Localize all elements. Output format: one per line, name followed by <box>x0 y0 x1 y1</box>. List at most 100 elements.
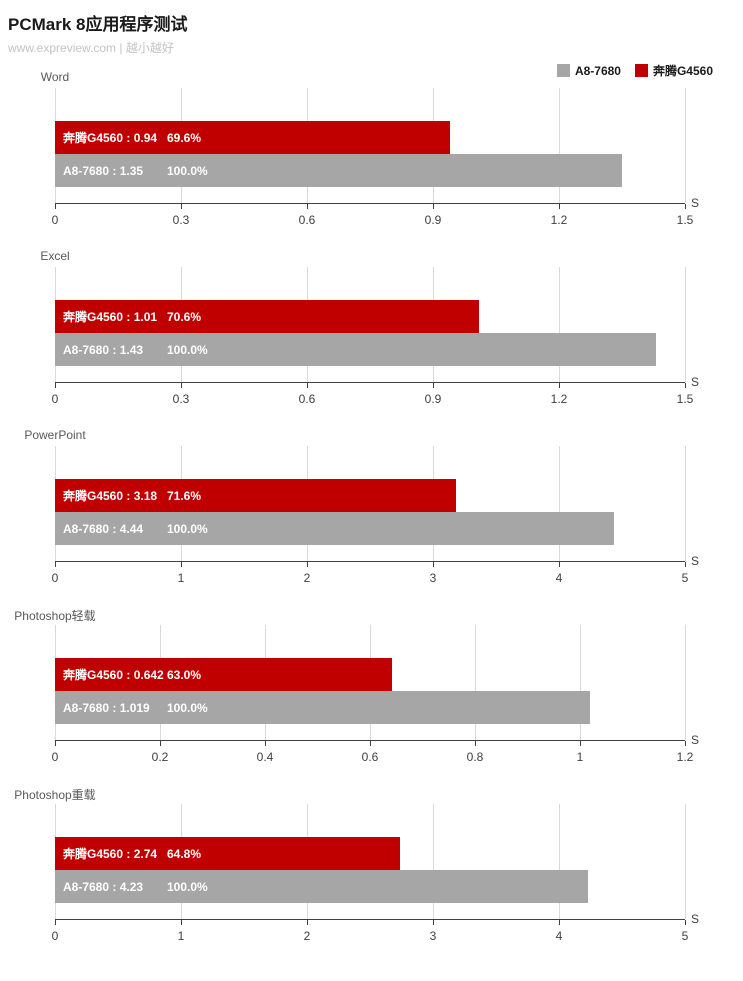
tick-label: 5 <box>681 929 689 943</box>
tick-label: 0 <box>51 750 59 764</box>
tick-label: 2 <box>303 571 311 585</box>
bar-series-2: A8-7680 : 4.44 100.0% <box>55 512 615 545</box>
tick-label: 0.4 <box>256 750 274 764</box>
tick-label: 4 <box>555 929 563 943</box>
axis-unit-label: S <box>691 733 700 747</box>
axis-unit-label: S <box>691 554 700 568</box>
page-subtitle: www.expreview.com | 越小越好 <box>8 41 174 55</box>
bar-series-1: 奔腾G4560 : 3.18 71.6% <box>55 479 456 512</box>
axis-tick <box>370 741 371 746</box>
bar-series-1: 奔腾G4560 : 1.01 70.6% <box>55 300 480 333</box>
axis-tick <box>307 204 308 209</box>
tick-label: 2 <box>303 929 311 943</box>
panel-title: PowerPoint <box>0 428 743 444</box>
tick-label: 0.3 <box>172 392 190 406</box>
bar-series-2: A8-7680 : 1.019 100.0% <box>55 691 590 724</box>
panel-title: Photoshop轻载 <box>0 607 743 623</box>
tick-label: 0.6 <box>361 750 379 764</box>
charts-container: Word 奔腾G4560 : 0.94 69.6% A8-7680 : 1.35 100… <box>0 70 743 944</box>
legend-color-swatch <box>634 64 648 77</box>
panel-title-text: Photoshop重载 <box>14 788 96 802</box>
page-header: PCMark 8应用程序测试 www.expreview.com | 越小越好 <box>0 0 743 56</box>
bar-series-1: 奔腾G4560 : 0.642 63.0% <box>55 658 393 691</box>
legend-label: A8-7680 <box>574 63 621 78</box>
axis-tick <box>559 920 560 925</box>
bar-series-1: 奔腾G4560 : 2.74 64.8% <box>55 837 401 870</box>
tick-label: 1.5 <box>676 213 694 227</box>
tick-label: 0 <box>51 392 59 406</box>
gridline <box>559 267 560 382</box>
tick-label: 0 <box>51 213 59 227</box>
chart-panel-3: PowerPoint 奔腾G4560 : 3.18 71.6% A8-7680 : 4… <box>0 428 743 586</box>
bar-label: A8-7680 : 4.23 <box>63 879 144 894</box>
chart-panel-1: Word 奔腾G4560 : 0.94 69.6% A8-7680 : 1.35 100… <box>0 70 743 228</box>
axis-tick <box>55 562 56 567</box>
bar-label: A8-7680 : 4.44 <box>63 521 144 536</box>
axis-tick <box>307 562 308 567</box>
axis-tick <box>55 204 56 209</box>
bar-label: 奔腾G4560 : 2.74 <box>63 847 158 861</box>
tick-label: 5 <box>681 571 689 585</box>
panel-title-text: Excel <box>40 249 70 263</box>
plot-area: 奔腾G4560 : 3.18 71.6% A8-7680 : 4.44 100.0% S <box>55 446 699 568</box>
panel-title-text: PowerPoint <box>24 428 86 442</box>
gridline <box>685 625 686 740</box>
bar-label: A8-7680 : 1.43 <box>63 342 144 357</box>
axis-tick <box>685 920 686 925</box>
bar-percent: 100.0% <box>167 879 208 894</box>
bar-percent: 70.6% <box>167 309 202 324</box>
legend-item-1: A8-7680 <box>556 63 621 78</box>
axis-tick <box>181 920 182 925</box>
axis-tick-labels: 0 0.2 0.4 0.6 0.8 1 1.2 <box>51 741 694 765</box>
bar-series-2: A8-7680 : 4.23 100.0% <box>55 870 588 903</box>
bar-percent: 100.0% <box>167 521 208 536</box>
bar-series-1: 奔腾G4560 : 0.94 69.6% <box>55 121 450 154</box>
bar-percent: 69.6% <box>167 130 202 145</box>
axis-tick <box>160 741 161 746</box>
tick-label: 0.9 <box>424 213 442 227</box>
gridline <box>685 804 686 919</box>
axis-tick-labels: 0 1 2 3 4 5 <box>52 562 689 586</box>
gridline <box>685 267 686 382</box>
axis-unit-label: S <box>691 196 700 210</box>
axis-tick <box>433 920 434 925</box>
tick-label: 1 <box>576 750 584 764</box>
gridline <box>433 804 434 919</box>
plot-area: 奔腾G4560 : 2.74 64.8% A8-7680 : 4.23 100.0% S <box>55 804 699 926</box>
chart-panel-2: Excel 奔腾G4560 : 1.01 70.6% A8-7680 : 1.43 10… <box>0 249 743 407</box>
panel-title: Word <box>0 70 743 86</box>
bar-label: A8-7680 : 1.019 <box>63 700 150 715</box>
tick-label: 0.6 <box>298 213 316 227</box>
bar-label: 奔腾G4560 : 0.642 <box>63 668 164 682</box>
tick-label: 0.2 <box>151 750 169 764</box>
tick-label: 4 <box>555 571 563 585</box>
bar-label: 奔腾G4560 : 0.94 <box>63 131 158 145</box>
axis-tick <box>55 741 56 746</box>
axis-tick <box>559 383 560 388</box>
axis-tick <box>181 562 182 567</box>
axis-tick <box>307 383 308 388</box>
gridline <box>559 88 560 203</box>
axis-tick <box>55 383 56 388</box>
bar-label: A8-7680 : 1.35 <box>63 163 144 178</box>
tick-label: 0.6 <box>298 392 316 406</box>
gridline <box>559 446 560 561</box>
axis-tick <box>181 204 182 209</box>
panel-title: Photoshop重载 <box>0 786 743 802</box>
tick-label: 0 <box>51 929 59 943</box>
gridline <box>685 88 686 203</box>
panel-title: Excel <box>0 249 743 265</box>
axis-tick <box>475 741 476 746</box>
bar-percent: 64.8% <box>167 846 202 861</box>
axis-tick <box>685 383 686 388</box>
tick-label: 1.2 <box>550 213 568 227</box>
bar-percent: 100.0% <box>167 163 208 178</box>
panel-title-text: Word <box>40 70 70 84</box>
bar-percent: 63.0% <box>167 667 202 682</box>
plot-area: 奔腾G4560 : 0.642 63.0% A8-7680 : 1.019 100.0… <box>55 625 699 747</box>
axis-tick <box>433 562 434 567</box>
axis-tick <box>685 741 686 746</box>
axis-tick <box>559 562 560 567</box>
tick-label: 0.3 <box>172 213 190 227</box>
axis-tick <box>265 741 266 746</box>
